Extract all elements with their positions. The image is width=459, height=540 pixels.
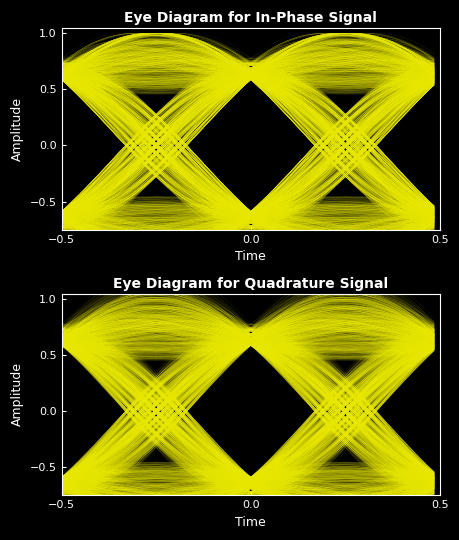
Title: Eye Diagram for In-Phase Signal: Eye Diagram for In-Phase Signal xyxy=(124,11,376,25)
Y-axis label: Amplitude: Amplitude xyxy=(11,362,24,427)
X-axis label: Time: Time xyxy=(235,250,266,263)
X-axis label: Time: Time xyxy=(235,516,266,529)
Y-axis label: Amplitude: Amplitude xyxy=(11,97,24,161)
Title: Eye Diagram for Quadrature Signal: Eye Diagram for Quadrature Signal xyxy=(113,277,387,291)
